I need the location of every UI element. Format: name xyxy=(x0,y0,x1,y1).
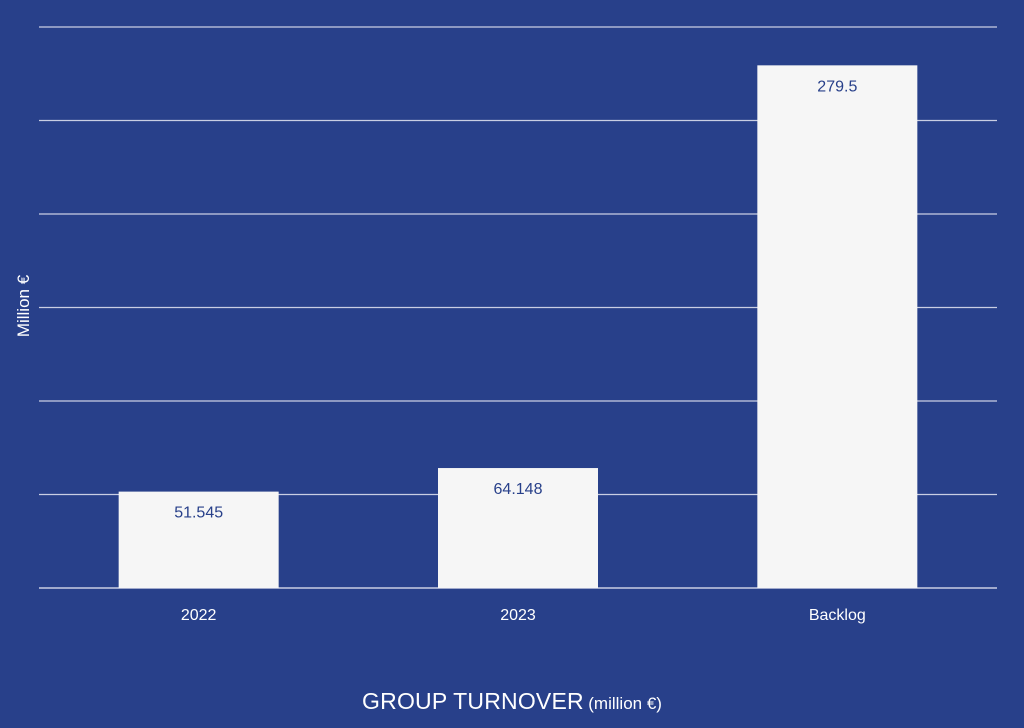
value-label-2022: 51.545 xyxy=(174,505,223,522)
x-tick-labels: 2022 2023 Backlog xyxy=(181,607,866,624)
bar-2023 xyxy=(438,468,598,588)
chart-title-unit: (million €) xyxy=(588,694,662,713)
y-axis-label: Million € xyxy=(14,274,33,338)
value-label-2023: 64.148 xyxy=(494,481,543,498)
x-tick-label-backlog: Backlog xyxy=(809,607,866,624)
chart-title: GROUP TURNOVER (million €) xyxy=(0,688,1024,715)
bar-2022 xyxy=(118,491,279,588)
x-tick-label-2023: 2023 xyxy=(500,607,536,624)
value-labels: 51.545 64.148 279.5 xyxy=(174,78,857,521)
value-label-backlog: 279.5 xyxy=(817,78,857,95)
x-tick-label-2022: 2022 xyxy=(181,607,217,624)
bars xyxy=(118,65,918,588)
bar-backlog xyxy=(757,65,918,588)
chart-title-main: GROUP TURNOVER xyxy=(362,688,584,714)
